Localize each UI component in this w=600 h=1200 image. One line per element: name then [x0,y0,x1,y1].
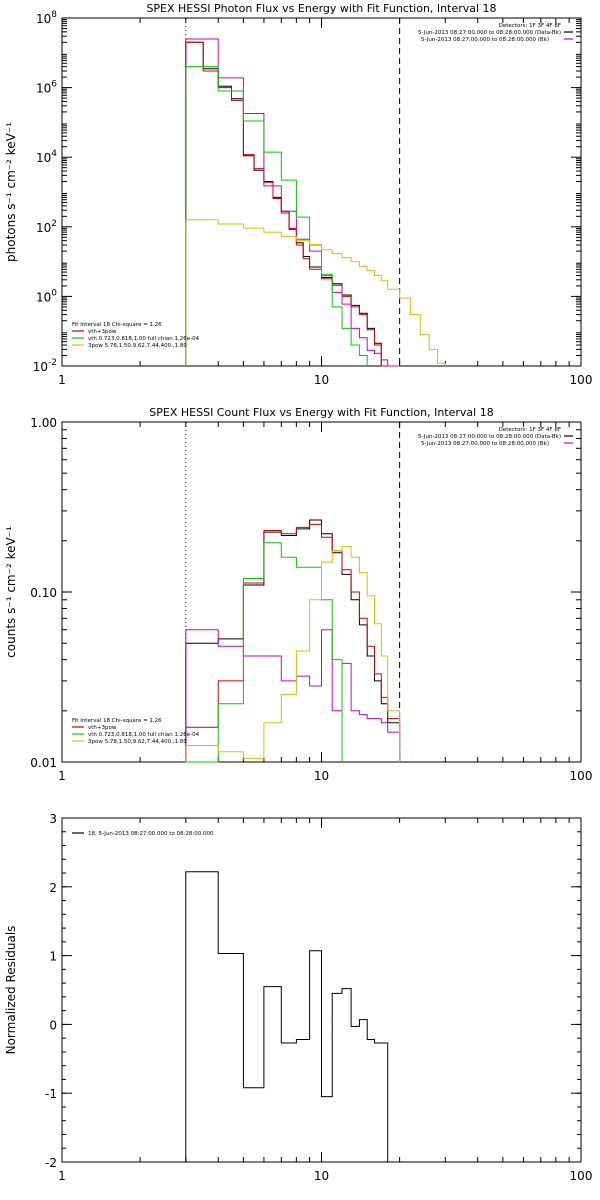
y-tick-base: 10 [36,151,51,165]
y-tick-label: 104 [36,149,57,165]
y-tick-base: 10 [36,221,51,235]
chart-panel-1: SPEX HESSI Photon Flux vs Energy with Fi… [4,2,592,387]
y-axis-label: photons s⁻¹ cm⁻² keV⁻¹ [4,122,18,262]
y-tick-label: 100 [36,288,57,304]
chart-title: SPEX HESSI Count Flux vs Energy with Fit… [149,406,493,419]
x-tick-label: 100 [570,373,593,387]
y-tick-label: -2 [45,1156,57,1170]
x-tick-label: 10 [314,373,329,387]
y-tick-label: 0 [49,1018,57,1032]
header-line-3: 5-Jun-2013 08:27:00.000 to 08:28:00.000 … [421,441,549,447]
y-tick-label: 0.10 [30,586,57,600]
y-tick-base: 10 [33,360,48,374]
data-series-5 [185,546,401,762]
x-tick-label: 1 [58,373,66,387]
data-series-5 [185,219,446,366]
x-tick-label: 100 [570,769,593,783]
y-tick-label: 10-2 [33,358,57,374]
fit-info: Fit Interval 18 Chi-square = 1.26 [72,718,162,724]
y-tick-exponent: 0 [51,288,57,298]
legend-entry: 3pow 5.78,1.50,9.62,7.44,400.,1.80 [88,739,187,745]
x-tick-label: 10 [314,1169,329,1183]
data-series-4 [185,66,368,366]
y-axis-label: counts s⁻¹ cm⁻² keV⁻¹ [4,526,18,658]
data-series-1 [185,41,400,367]
y-tick-exponent: 8 [51,10,57,20]
y-tick-base: 10 [36,82,51,96]
y-tick-exponent: -2 [48,358,57,368]
y-tick-label: 108 [36,10,57,26]
y-tick-label: 1 [49,950,57,964]
y-tick-label: 3 [49,812,57,826]
y-tick-exponent: 6 [51,80,57,90]
legend-entry: 18, 5-Jun-2013 08:27:00.000 to 08:28:00.… [88,831,214,837]
chart-panel-3: Normalized Residuals 1 10 100 -2 -1 0 1 2 3 18, 5-… [4,812,592,1183]
chart-title: SPEX HESSI Photon Flux vs Energy with Fi… [146,2,496,15]
x-tick-label: 1 [58,1169,66,1183]
chart-panel-2: SPEX HESSI Count Flux vs Energy with Fit… [4,406,592,783]
header-line-1: Detectors: 1F 3F 4F 8F [499,427,561,433]
y-tick-label: 0.01 [30,756,57,770]
y-tick-base: 10 [36,12,51,26]
legend-entry: vth 0.723,0.818,1.00 full chian 1.26e-04 [88,732,200,738]
header-line-3: 5-Jun-2013 08:27:00.000 to 08:28:00.000 … [421,37,549,43]
header-line-2: 5-Jun-2013 08:27:00.000 to 08:28:00.000 … [418,30,561,36]
data-series-3 [185,629,401,762]
legend-entry: vth+3pow [88,725,117,731]
y-tick-label: -1 [45,1087,57,1101]
x-tick-label: 1 [58,769,66,783]
y-tick-label: 102 [36,219,57,235]
x-tick-label: 10 [314,769,329,783]
data-series-4 [185,542,343,763]
x-tick-label: 100 [570,1169,593,1183]
y-tick-base: 10 [36,290,51,304]
fit-info: Fit Interval 18 Chi-square = 1.26 [72,322,162,328]
legend-entry: vth+3pow [88,329,117,335]
y-tick-label: 106 [36,80,57,96]
y-tick-exponent: 4 [51,149,57,159]
y-tick-exponent: 2 [51,219,57,229]
y-axis-label: Normalized Residuals [4,926,18,1055]
data-series-2 [185,523,401,762]
header-line-2: 5-Jun-2013 08:27:00.000 to 08:28:00.000 … [418,434,561,440]
data-series-1 [185,871,400,1163]
data-series-2 [185,41,400,367]
header-line-1: Detectors: 1F 3F 4F 8F [499,23,561,29]
y-tick-label: 2 [49,881,57,895]
legend-entry: 3pow 5.78,1.50,9.62,7.44,400.,1.80 [88,343,187,349]
y-tick-label: 1.00 [30,416,57,430]
legend-entry: vth 0.723,0.818,1.00 full chian 1.26e-04 [88,336,200,342]
